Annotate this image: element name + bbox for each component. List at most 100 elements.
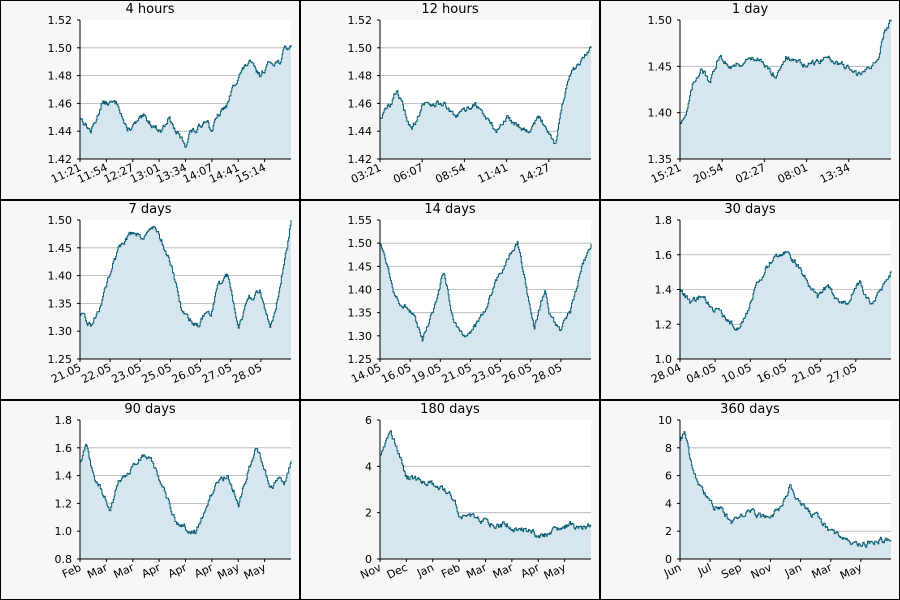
panel-divider <box>299 0 301 600</box>
x-tick-label: Apr <box>166 561 189 581</box>
y-tick-label: 1.50 <box>648 14 673 27</box>
y-tick-label: 1.48 <box>48 70 73 83</box>
x-tick-label: Apr <box>140 561 163 581</box>
chart-panel: 7 days 1.25 1.30 1.35 1.40 1.45 1.50 21.05 22.05… <box>0 200 300 400</box>
x-tick-label: Mar <box>464 561 489 582</box>
x-tick-label: Dec <box>385 561 410 582</box>
chart-svg: 1.421.441.461.481.501.5211:2111:5412:271… <box>48 14 292 186</box>
x-tick-label: 08:54 <box>433 161 467 186</box>
chart-panel: 360 days 0 2 4 6 8 10 Jun Jul Sep Nov Jan Mar May <box>600 400 900 600</box>
x-tick-label: 25.05 <box>140 361 174 386</box>
x-tick-label: 16.05 <box>379 361 413 386</box>
y-tick-label: 1.45 <box>648 60 673 73</box>
chart-title: 4 hours <box>125 2 175 17</box>
x-tick-label: 06:07 <box>391 161 425 186</box>
y-tick-label: 1.0 <box>55 525 73 538</box>
y-tick-label: 2 <box>665 525 672 538</box>
y-tick-label: 0 <box>365 553 372 566</box>
chart-panel: 1 day 1.35 1.40 1.45 1.50 15:21 20:54 02:27 08:0… <box>600 0 900 200</box>
chart-title: 360 days <box>720 402 780 417</box>
x-tick-label: 26.05 <box>170 361 204 386</box>
y-tick-label: 1.4 <box>655 284 673 297</box>
chart-panel: 180 days 0 2 4 6 Nov Dec Jan Feb Mar Mar Apr May <box>300 400 600 600</box>
x-tick-label: Mar <box>491 561 516 582</box>
y-tick-label: 4 <box>365 460 372 473</box>
y-tick-label: 1.50 <box>48 42 73 55</box>
x-tick-label: 26.05 <box>500 361 534 386</box>
y-tick-label: 1.44 <box>48 125 73 138</box>
y-tick-label: 1.44 <box>348 125 373 138</box>
panel-divider <box>599 0 601 600</box>
series-line <box>380 46 592 145</box>
chart-panel: 90 days 0.8 1.0 1.2 1.4 1.6 1.8 Feb Mar Mar Apr Apr… <box>0 400 300 600</box>
x-tick-label: May <box>242 561 269 583</box>
y-tick-label: 4 <box>665 497 672 510</box>
x-tick-label: 23.05 <box>470 361 504 386</box>
y-tick-label: 2 <box>365 507 372 520</box>
series-area <box>680 20 891 159</box>
y-tick-label: 1.42 <box>48 153 73 166</box>
y-tick-label: 1.25 <box>48 353 73 366</box>
y-tick-label: 1.25 <box>348 353 373 366</box>
x-tick-label: Nov <box>358 561 383 582</box>
x-tick-label: 15:14 <box>234 161 268 186</box>
x-tick-label: Mar <box>810 561 835 582</box>
y-tick-label: 1.30 <box>48 325 73 338</box>
series-area <box>80 220 291 359</box>
y-tick-label: 1.0 <box>655 353 673 366</box>
panel-divider <box>0 199 900 201</box>
chart-svg: 1.251.301.351.401.451.5021.0522.0523.052… <box>48 214 292 386</box>
y-tick-label: 1.35 <box>48 297 73 310</box>
x-tick-label: 08:01 <box>776 161 810 186</box>
panel-divider <box>0 0 1 600</box>
y-tick-label: 1.8 <box>655 214 673 227</box>
x-tick-label: Mar <box>112 561 137 582</box>
y-tick-label: 1.42 <box>348 153 373 166</box>
y-tick-label: 1.35 <box>348 307 373 320</box>
y-tick-label: 1.2 <box>55 497 73 510</box>
series-area <box>680 431 891 559</box>
x-tick-label: 28.05 <box>530 361 564 386</box>
y-tick-label: 10 <box>658 414 672 427</box>
series-line <box>380 240 592 342</box>
chart-title: 180 days <box>420 402 480 417</box>
x-tick-label: 02:27 <box>733 161 767 186</box>
series-area <box>380 46 591 159</box>
y-tick-label: 1.50 <box>348 237 373 250</box>
chart-title: 7 days <box>128 202 172 217</box>
y-tick-label: 0.8 <box>55 553 73 566</box>
y-tick-label: 1.46 <box>48 97 73 110</box>
series-area <box>80 45 291 159</box>
y-tick-label: 1.2 <box>655 318 673 331</box>
x-tick-label: 27.05 <box>200 361 234 386</box>
y-tick-label: 1.6 <box>655 249 673 262</box>
y-tick-label: 1.40 <box>648 107 673 120</box>
x-tick-label: 23.05 <box>110 361 144 386</box>
series-line <box>680 251 892 331</box>
panel-divider <box>0 399 900 401</box>
chart-panel: 30 days 1.0 1.2 1.4 1.6 1.8 28.04 04.05 10.05 16.… <box>600 200 900 400</box>
y-tick-label: 1.52 <box>348 14 373 27</box>
x-tick-label: Mar <box>85 561 110 582</box>
series-line <box>380 430 592 539</box>
chart-title: 12 hours <box>421 2 479 17</box>
chart-title: 30 days <box>724 202 776 217</box>
chart-svg: 1.01.21.41.61.828.04 04.05 10.05 16.05 21.05… <box>649 214 892 386</box>
panel-divider <box>0 0 900 1</box>
y-tick-label: 1.30 <box>348 330 373 343</box>
x-tick-label: 11:41 <box>476 161 510 186</box>
x-tick-label: Jan <box>782 561 804 580</box>
y-tick-label: 1.52 <box>48 14 73 27</box>
y-tick-label: 1.45 <box>48 242 73 255</box>
y-tick-label: 1.55 <box>348 214 373 227</box>
y-tick-label: 1.6 <box>55 442 73 455</box>
x-tick-label: 27.05 <box>825 361 859 386</box>
y-tick-label: 1.40 <box>48 270 73 283</box>
series-line <box>80 45 292 148</box>
chart-panel: 14 days 1.25 1.30 1.35 1.40 1.45 1.50 1.55 14.05… <box>300 200 600 400</box>
series-line <box>80 443 292 535</box>
y-tick-label: 8 <box>665 442 672 455</box>
